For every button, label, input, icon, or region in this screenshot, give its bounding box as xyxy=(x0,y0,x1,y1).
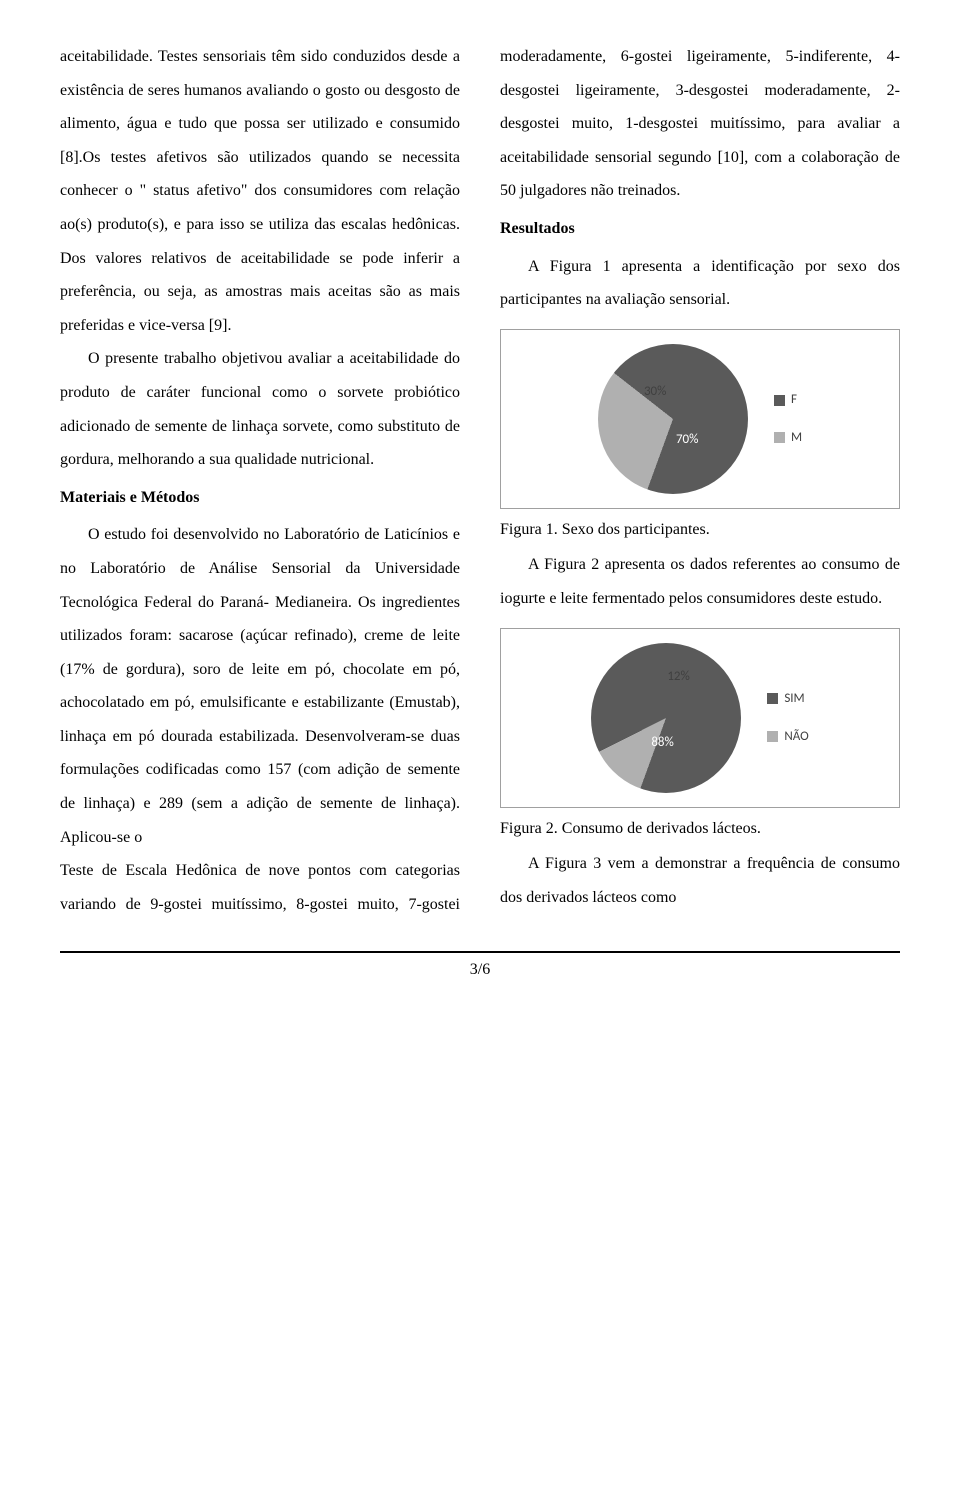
page-number: 3/6 xyxy=(470,961,490,978)
legend-swatch-f xyxy=(774,395,785,406)
legend-label-sim: SIM xyxy=(784,685,804,712)
legend-item-m: M xyxy=(774,424,802,451)
left-paragraph-1: aceitabilidade. Testes sensoriais têm si… xyxy=(60,40,460,342)
left-paragraph-2: O presente trabalho objetivou avaliar a … xyxy=(60,342,460,476)
figure-2-legend: SIM NÃO xyxy=(767,685,808,750)
pie-1-label-minor: 30% xyxy=(644,378,666,405)
legend-label-nao: NÃO xyxy=(784,723,808,750)
figure-2-chart: 12% 88% SIM NÃO xyxy=(500,628,900,808)
heading-resultados: Resultados xyxy=(500,212,900,246)
right-paragraph-2: A Figura 1 apresenta a identificação por… xyxy=(500,250,900,317)
legend-swatch-nao xyxy=(767,731,778,742)
pie-2-label-minor: 12% xyxy=(667,663,689,690)
page-footer: 3/6 xyxy=(60,951,900,979)
figure-2-caption: Figura 2. Consumo de derivados lácteos. xyxy=(500,816,900,842)
legend-label-m: M xyxy=(791,424,802,451)
legend-swatch-m xyxy=(774,432,785,443)
legend-swatch-sim xyxy=(767,693,778,704)
left-paragraph-3: O estudo foi desenvolvido no Laboratório… xyxy=(60,518,460,854)
right-paragraph-4: A Figura 3 vem a demonstrar a frequência… xyxy=(500,847,900,914)
pie-2-graphic xyxy=(591,643,741,793)
right-paragraph-3: A Figura 2 apresenta os dados referentes… xyxy=(500,548,900,615)
figure-2: 12% 88% SIM NÃO Figura 2. Consumo de der… xyxy=(500,628,900,842)
figure-1-caption: Figura 1. Sexo dos participantes. xyxy=(500,517,900,543)
pie-2-label-major: 88% xyxy=(651,729,673,756)
figure-1-pie: 30% 70% xyxy=(598,344,748,494)
two-column-body: aceitabilidade. Testes sensoriais têm si… xyxy=(60,40,900,921)
legend-label-f: F xyxy=(791,386,797,413)
figure-1-chart: 30% 70% F M xyxy=(500,329,900,509)
pie-1-graphic xyxy=(598,344,748,494)
legend-item-f: F xyxy=(774,386,802,413)
figure-2-pie: 12% 88% xyxy=(591,643,741,793)
legend-item-sim: SIM xyxy=(767,685,808,712)
legend-item-nao: NÃO xyxy=(767,723,808,750)
heading-materiais: Materiais e Métodos xyxy=(60,481,460,515)
figure-1-legend: F M xyxy=(774,386,802,451)
pie-1-label-major: 70% xyxy=(676,426,698,453)
figure-1: 30% 70% F M Figura 1. Sexo dos participa… xyxy=(500,329,900,543)
